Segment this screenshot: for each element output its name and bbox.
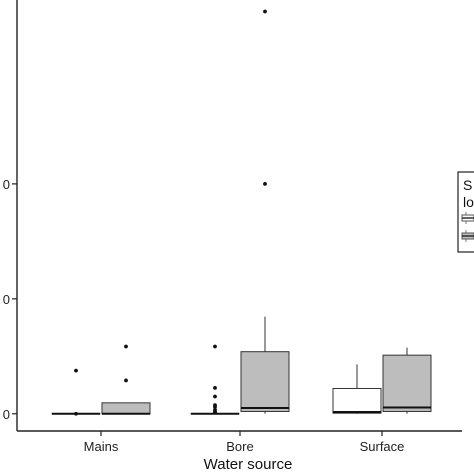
outlier-point <box>263 181 267 186</box>
plot-area <box>51 9 432 416</box>
y-axis-ticks: 0 0 0 <box>3 177 17 422</box>
x-axis-ticks: Mains Bore Surface <box>84 431 405 454</box>
box-mains-series-1 <box>51 368 101 416</box>
outlier-point <box>213 407 217 412</box>
x-tick-label: Mains <box>84 439 119 454</box>
legend-key-series-2 <box>461 230 474 242</box>
x-tick-label: Bore <box>226 439 253 454</box>
legend-title-line-2: lo <box>463 194 474 210</box>
y-tick-label: 0 <box>3 292 10 307</box>
legend: S lo <box>457 171 474 253</box>
box-iqr <box>332 387 382 414</box>
outlier-point <box>124 344 128 349</box>
outlier-point <box>74 411 78 416</box>
legend-title-line-1: S <box>463 177 472 193</box>
box-bore-series-2 <box>240 9 290 414</box>
outlier-point <box>74 368 78 373</box>
box-surface-series-1 <box>332 364 382 414</box>
legend-key-series-1 <box>461 212 474 224</box>
outlier-point <box>213 403 217 408</box>
box-iqr <box>101 402 151 415</box>
box-iqr <box>382 354 432 412</box>
outlier-point <box>213 394 217 399</box>
x-axis-title: Water source <box>204 456 293 473</box>
y-tick-label: 0 <box>3 407 10 422</box>
outlier-point <box>263 9 267 14</box>
box-mains-series-2 <box>101 344 151 415</box>
x-tick-label: Surface <box>360 439 405 454</box>
y-tick-label: 0 <box>3 177 10 192</box>
outlier-point <box>213 344 217 349</box>
outlier-point <box>124 378 128 383</box>
box-surface-series-2 <box>382 347 432 414</box>
box-bore-series-1 <box>190 344 240 415</box>
box-iqr <box>240 351 290 412</box>
outlier-point <box>213 386 217 390</box>
